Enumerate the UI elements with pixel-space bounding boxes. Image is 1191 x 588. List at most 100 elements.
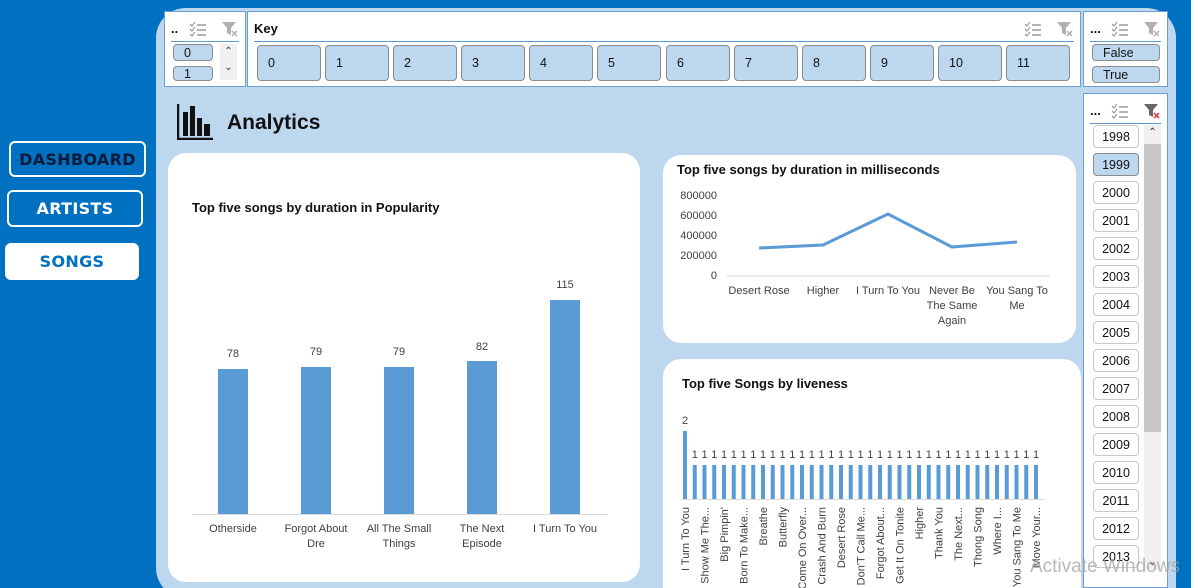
- scroll-down-icon[interactable]: ⌄: [224, 62, 233, 73]
- year-chip-2004[interactable]: 2004: [1093, 293, 1139, 316]
- x-axis-line: [192, 514, 608, 515]
- key-chip-1[interactable]: 1: [325, 45, 389, 81]
- svg-text:1: 1: [984, 449, 990, 461]
- key-chip-5[interactable]: 5: [597, 45, 661, 81]
- clear-filter-icon[interactable]: [1143, 103, 1161, 119]
- mode-scrollbar[interactable]: ⌃ ⌄: [220, 44, 237, 80]
- svg-text:1: 1: [906, 449, 912, 461]
- svg-text:1: 1: [945, 449, 951, 461]
- key-chip-0[interactable]: 0: [257, 45, 321, 81]
- year-chip-2001[interactable]: 2001: [1093, 209, 1139, 232]
- liveness-chart-card: Top five Songs by liveness 2 I Turn To Yo…: [663, 359, 1081, 588]
- year-chip-1999[interactable]: 1999: [1093, 153, 1139, 176]
- svg-text:1: 1: [867, 449, 873, 461]
- year-chip-2012[interactable]: 2012: [1093, 517, 1139, 540]
- mode-chip-1[interactable]: 1: [173, 66, 213, 81]
- chart-title: Top five Songs by liveness: [682, 376, 848, 391]
- clear-filter-icon[interactable]: [1143, 21, 1161, 37]
- svg-text:1: 1: [887, 449, 893, 461]
- explicit-slicer-header: ...: [1090, 16, 1161, 42]
- svg-text:1: 1: [926, 449, 932, 461]
- svg-text:Big Pimpin': Big Pimpin': [719, 507, 731, 562]
- mode-chip-0[interactable]: 0: [173, 44, 213, 61]
- year-chip-2011[interactable]: 2011: [1093, 489, 1139, 512]
- year-chip-2006[interactable]: 2006: [1093, 349, 1139, 372]
- year-chip-2000[interactable]: 2000: [1093, 181, 1139, 204]
- year-chip-2003[interactable]: 2003: [1093, 265, 1139, 288]
- svg-text:1: 1: [848, 449, 854, 461]
- key-chip-9[interactable]: 9: [870, 45, 934, 81]
- year-chip-2013[interactable]: 2013: [1093, 545, 1139, 568]
- x-tick-label: All The Small Things: [366, 523, 432, 550]
- multi-select-icon[interactable]: [1111, 21, 1129, 37]
- svg-text:Get It On Tonite: Get It On Tonite: [895, 507, 907, 584]
- key-chip-7[interactable]: 7: [734, 45, 798, 81]
- svg-text:I Turn To You: I Turn To You: [680, 507, 692, 571]
- year-chip-2007[interactable]: 2007: [1093, 377, 1139, 400]
- key-slicer-title: Key: [254, 21, 278, 36]
- svg-text:The Next...: The Next...: [953, 507, 965, 561]
- x-tick-label: Never Be The Same Again: [926, 285, 978, 327]
- popularity-chart-card: Top five songs by duration in Popularity…: [168, 153, 640, 582]
- x-tick-label: I Turn To You: [855, 285, 921, 297]
- svg-text:1: 1: [838, 449, 844, 461]
- svg-text:1: 1: [760, 449, 766, 461]
- x-tick-label: Desert Rose: [728, 285, 790, 297]
- bar-forgot-about-dre: [301, 367, 331, 514]
- multi-select-icon[interactable]: [1024, 21, 1042, 37]
- svg-text:Show Me The...: Show Me The...: [700, 507, 712, 584]
- key-slicer: Key 0 1 2 3 4 5 6 7 8 9 10 11: [247, 11, 1081, 87]
- nav-songs-button[interactable]: SONGS: [5, 243, 139, 280]
- explicit-chip-false[interactable]: False: [1092, 44, 1160, 61]
- key-chip-6[interactable]: 6: [666, 45, 730, 81]
- svg-text:1: 1: [955, 449, 961, 461]
- svg-text:Breathe: Breathe: [758, 507, 770, 546]
- y-tick-label: 800000: [680, 190, 717, 202]
- data-label: 115: [556, 279, 574, 291]
- svg-text:1: 1: [731, 449, 737, 461]
- nav-artists-button[interactable]: ARTISTS: [7, 190, 143, 227]
- year-chip-2010[interactable]: 2010: [1093, 461, 1139, 484]
- year-slicer-header: ...: [1090, 98, 1161, 124]
- nav-dashboard-button[interactable]: DASHBOARD: [9, 141, 146, 177]
- key-chip-10[interactable]: 10: [938, 45, 1002, 81]
- clear-filter-icon[interactable]: [221, 21, 239, 37]
- data-label: 79: [309, 346, 323, 358]
- key-chip-4[interactable]: 4: [529, 45, 593, 81]
- svg-text:Move Your...: Move Your...: [1031, 507, 1043, 568]
- year-chip-2008[interactable]: 2008: [1093, 405, 1139, 428]
- year-chip-1998[interactable]: 1998: [1093, 125, 1139, 148]
- duration-chart-card: Top five songs by duration in millisecon…: [663, 155, 1076, 343]
- analytics-icon: [176, 104, 213, 141]
- scrollbar-thumb[interactable]: [1144, 144, 1161, 432]
- year-chip-2002[interactable]: 2002: [1093, 237, 1139, 260]
- svg-text:1: 1: [965, 449, 971, 461]
- year-chip-2009[interactable]: 2009: [1093, 433, 1139, 456]
- svg-text:1: 1: [701, 449, 707, 461]
- explicit-chip-true[interactable]: True: [1092, 66, 1160, 83]
- scroll-up-icon[interactable]: ⌃: [224, 46, 233, 57]
- svg-text:Born To Make...: Born To Make...: [739, 507, 751, 584]
- y-tick-label: 600000: [680, 210, 717, 222]
- clear-filter-icon[interactable]: [1056, 21, 1074, 37]
- key-chip-8[interactable]: 8: [802, 45, 866, 81]
- line-series: [727, 212, 1050, 277]
- svg-text:1: 1: [896, 449, 902, 461]
- scroll-down-icon[interactable]: ⌄: [1148, 557, 1157, 568]
- key-chip-11[interactable]: 11: [1006, 45, 1070, 81]
- svg-text:Thank You: Thank You: [934, 507, 946, 559]
- year-chip-2005[interactable]: 2005: [1093, 321, 1139, 344]
- svg-text:2: 2: [682, 415, 688, 427]
- svg-text:1: 1: [916, 449, 922, 461]
- scroll-up-icon[interactable]: ⌃: [1148, 127, 1157, 138]
- year-scrollbar[interactable]: ⌃ ⌄: [1144, 125, 1161, 570]
- svg-text:1: 1: [1033, 449, 1039, 461]
- year-slicer-title: ...: [1090, 103, 1101, 118]
- svg-text:Crash And Burn: Crash And Burn: [817, 507, 829, 585]
- y-tick-label: 400000: [680, 230, 717, 242]
- key-chip-2[interactable]: 2: [393, 45, 457, 81]
- multi-select-icon[interactable]: [1111, 103, 1129, 119]
- multi-select-icon[interactable]: [189, 21, 207, 37]
- key-chip-3[interactable]: 3: [461, 45, 525, 81]
- svg-text:1: 1: [770, 449, 776, 461]
